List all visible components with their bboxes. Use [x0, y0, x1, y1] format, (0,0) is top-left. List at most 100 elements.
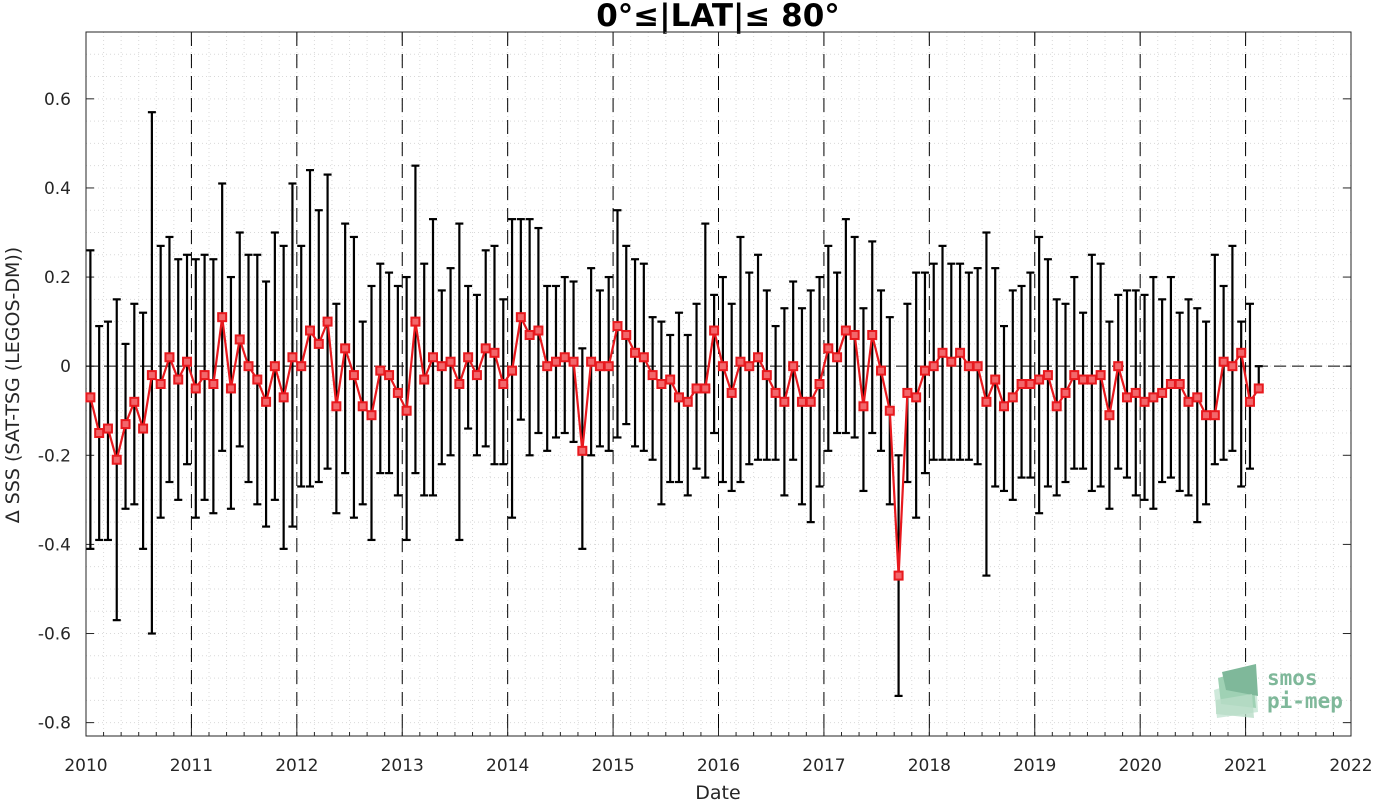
- data-point: [1060, 387, 1071, 398]
- data-point: [832, 352, 843, 363]
- data-point: [1113, 361, 1124, 372]
- x-tick-label: 2016: [697, 756, 740, 776]
- data-point: [208, 379, 219, 389]
- data-point: [225, 383, 236, 394]
- data-point: [1025, 379, 1036, 389]
- x-tick-label: 2022: [1329, 756, 1372, 776]
- data-point: [902, 387, 913, 398]
- data-point: [313, 338, 324, 349]
- data-point: [779, 396, 790, 407]
- y-tick-label: -0.2: [38, 446, 71, 466]
- data-point: [164, 352, 175, 363]
- data-point: [568, 356, 579, 367]
- data-point: [972, 361, 983, 372]
- data-point: [392, 387, 403, 398]
- data-point: [630, 347, 641, 358]
- data-point: [1104, 410, 1115, 421]
- data-point: [305, 325, 316, 336]
- data-point: [471, 370, 482, 381]
- data-point: [788, 361, 799, 372]
- data-point: [550, 356, 561, 367]
- data-point: [252, 374, 263, 385]
- data-point: [1253, 383, 1264, 394]
- y-tick-label: -0.6: [38, 625, 71, 645]
- data-point: [173, 374, 184, 385]
- data-point: [234, 334, 245, 345]
- data-point: [999, 401, 1010, 412]
- data-point: [717, 361, 728, 372]
- data-point: [709, 325, 720, 336]
- x-tick-label: 2013: [381, 756, 424, 776]
- y-axis-label: Δ SSS (SAT-TSG (LEGOS-DM)): [2, 247, 24, 523]
- logo-text-smos: smos: [1267, 666, 1318, 690]
- data-point: [559, 352, 570, 363]
- data-point: [963, 361, 974, 372]
- data-point: [814, 379, 825, 389]
- data-point: [375, 365, 386, 376]
- data-point: [1034, 374, 1045, 385]
- data-point: [735, 356, 746, 367]
- data-point: [278, 392, 289, 403]
- data-point: [1236, 347, 1247, 358]
- data-point: [243, 361, 254, 372]
- y-tick-label: -0.4: [38, 535, 71, 555]
- data-point: [445, 356, 456, 367]
- data-point: [823, 343, 834, 354]
- data-point: [182, 356, 193, 367]
- data-point: [102, 423, 113, 434]
- data-point: [849, 329, 860, 340]
- x-tick-label: 2014: [486, 756, 529, 776]
- data-point: [1121, 392, 1132, 403]
- x-tick-label: 2010: [64, 756, 107, 776]
- data-point: [489, 347, 500, 358]
- data-point: [1165, 379, 1176, 389]
- data-point: [287, 352, 298, 363]
- data-point: [647, 370, 658, 381]
- data-point: [700, 383, 711, 394]
- data-point: [366, 410, 377, 421]
- data-point: [480, 343, 491, 354]
- data-point: [1201, 410, 1212, 421]
- data-point: [638, 352, 649, 363]
- data-point: [893, 570, 904, 581]
- data-point: [120, 419, 131, 430]
- data-point: [603, 361, 614, 372]
- data-point: [463, 352, 474, 363]
- data-point: [322, 316, 333, 327]
- data-point: [1209, 410, 1220, 421]
- series-markers: [85, 312, 1264, 581]
- y-tick-labels: 0.6 0.4 0.2 0 -0.2 -0.4 -0.6 -0.8: [38, 90, 71, 734]
- data-point: [1042, 370, 1053, 381]
- data-point: [498, 379, 509, 389]
- data-point: [990, 374, 1001, 385]
- x-tick-label: 2011: [170, 756, 213, 776]
- data-point: [1148, 392, 1159, 403]
- x-tick-label: 2017: [802, 756, 845, 776]
- data-point: [1174, 379, 1185, 389]
- x-tick-label: 2019: [1013, 756, 1056, 776]
- data-point: [796, 396, 807, 407]
- data-point: [919, 365, 930, 376]
- x-tick-labels: 2010 2011 2012 2013 2014 2015 2016 2017 2018 2019…: [64, 756, 1372, 776]
- logo-text-pi-mep: pi-mep: [1267, 689, 1343, 713]
- x-tick-label: 2018: [908, 756, 951, 776]
- data-point: [1086, 374, 1097, 385]
- smos-pi-mep-logo: smos pi-mep: [1214, 664, 1343, 718]
- data-point: [217, 312, 228, 323]
- y-tick-label: 0.6: [44, 90, 71, 110]
- data-point: [436, 361, 447, 372]
- data-point: [673, 392, 684, 403]
- data-point: [594, 361, 605, 372]
- data-point: [612, 321, 623, 332]
- data-point: [138, 423, 149, 434]
- data-point: [515, 312, 526, 323]
- data-point: [1218, 356, 1229, 367]
- data-point: [656, 379, 667, 389]
- data-point: [928, 361, 939, 372]
- data-point: [955, 347, 966, 358]
- data-point: [1139, 396, 1150, 407]
- data-point: [744, 361, 755, 372]
- data-point: [331, 401, 342, 412]
- data-point: [586, 356, 597, 367]
